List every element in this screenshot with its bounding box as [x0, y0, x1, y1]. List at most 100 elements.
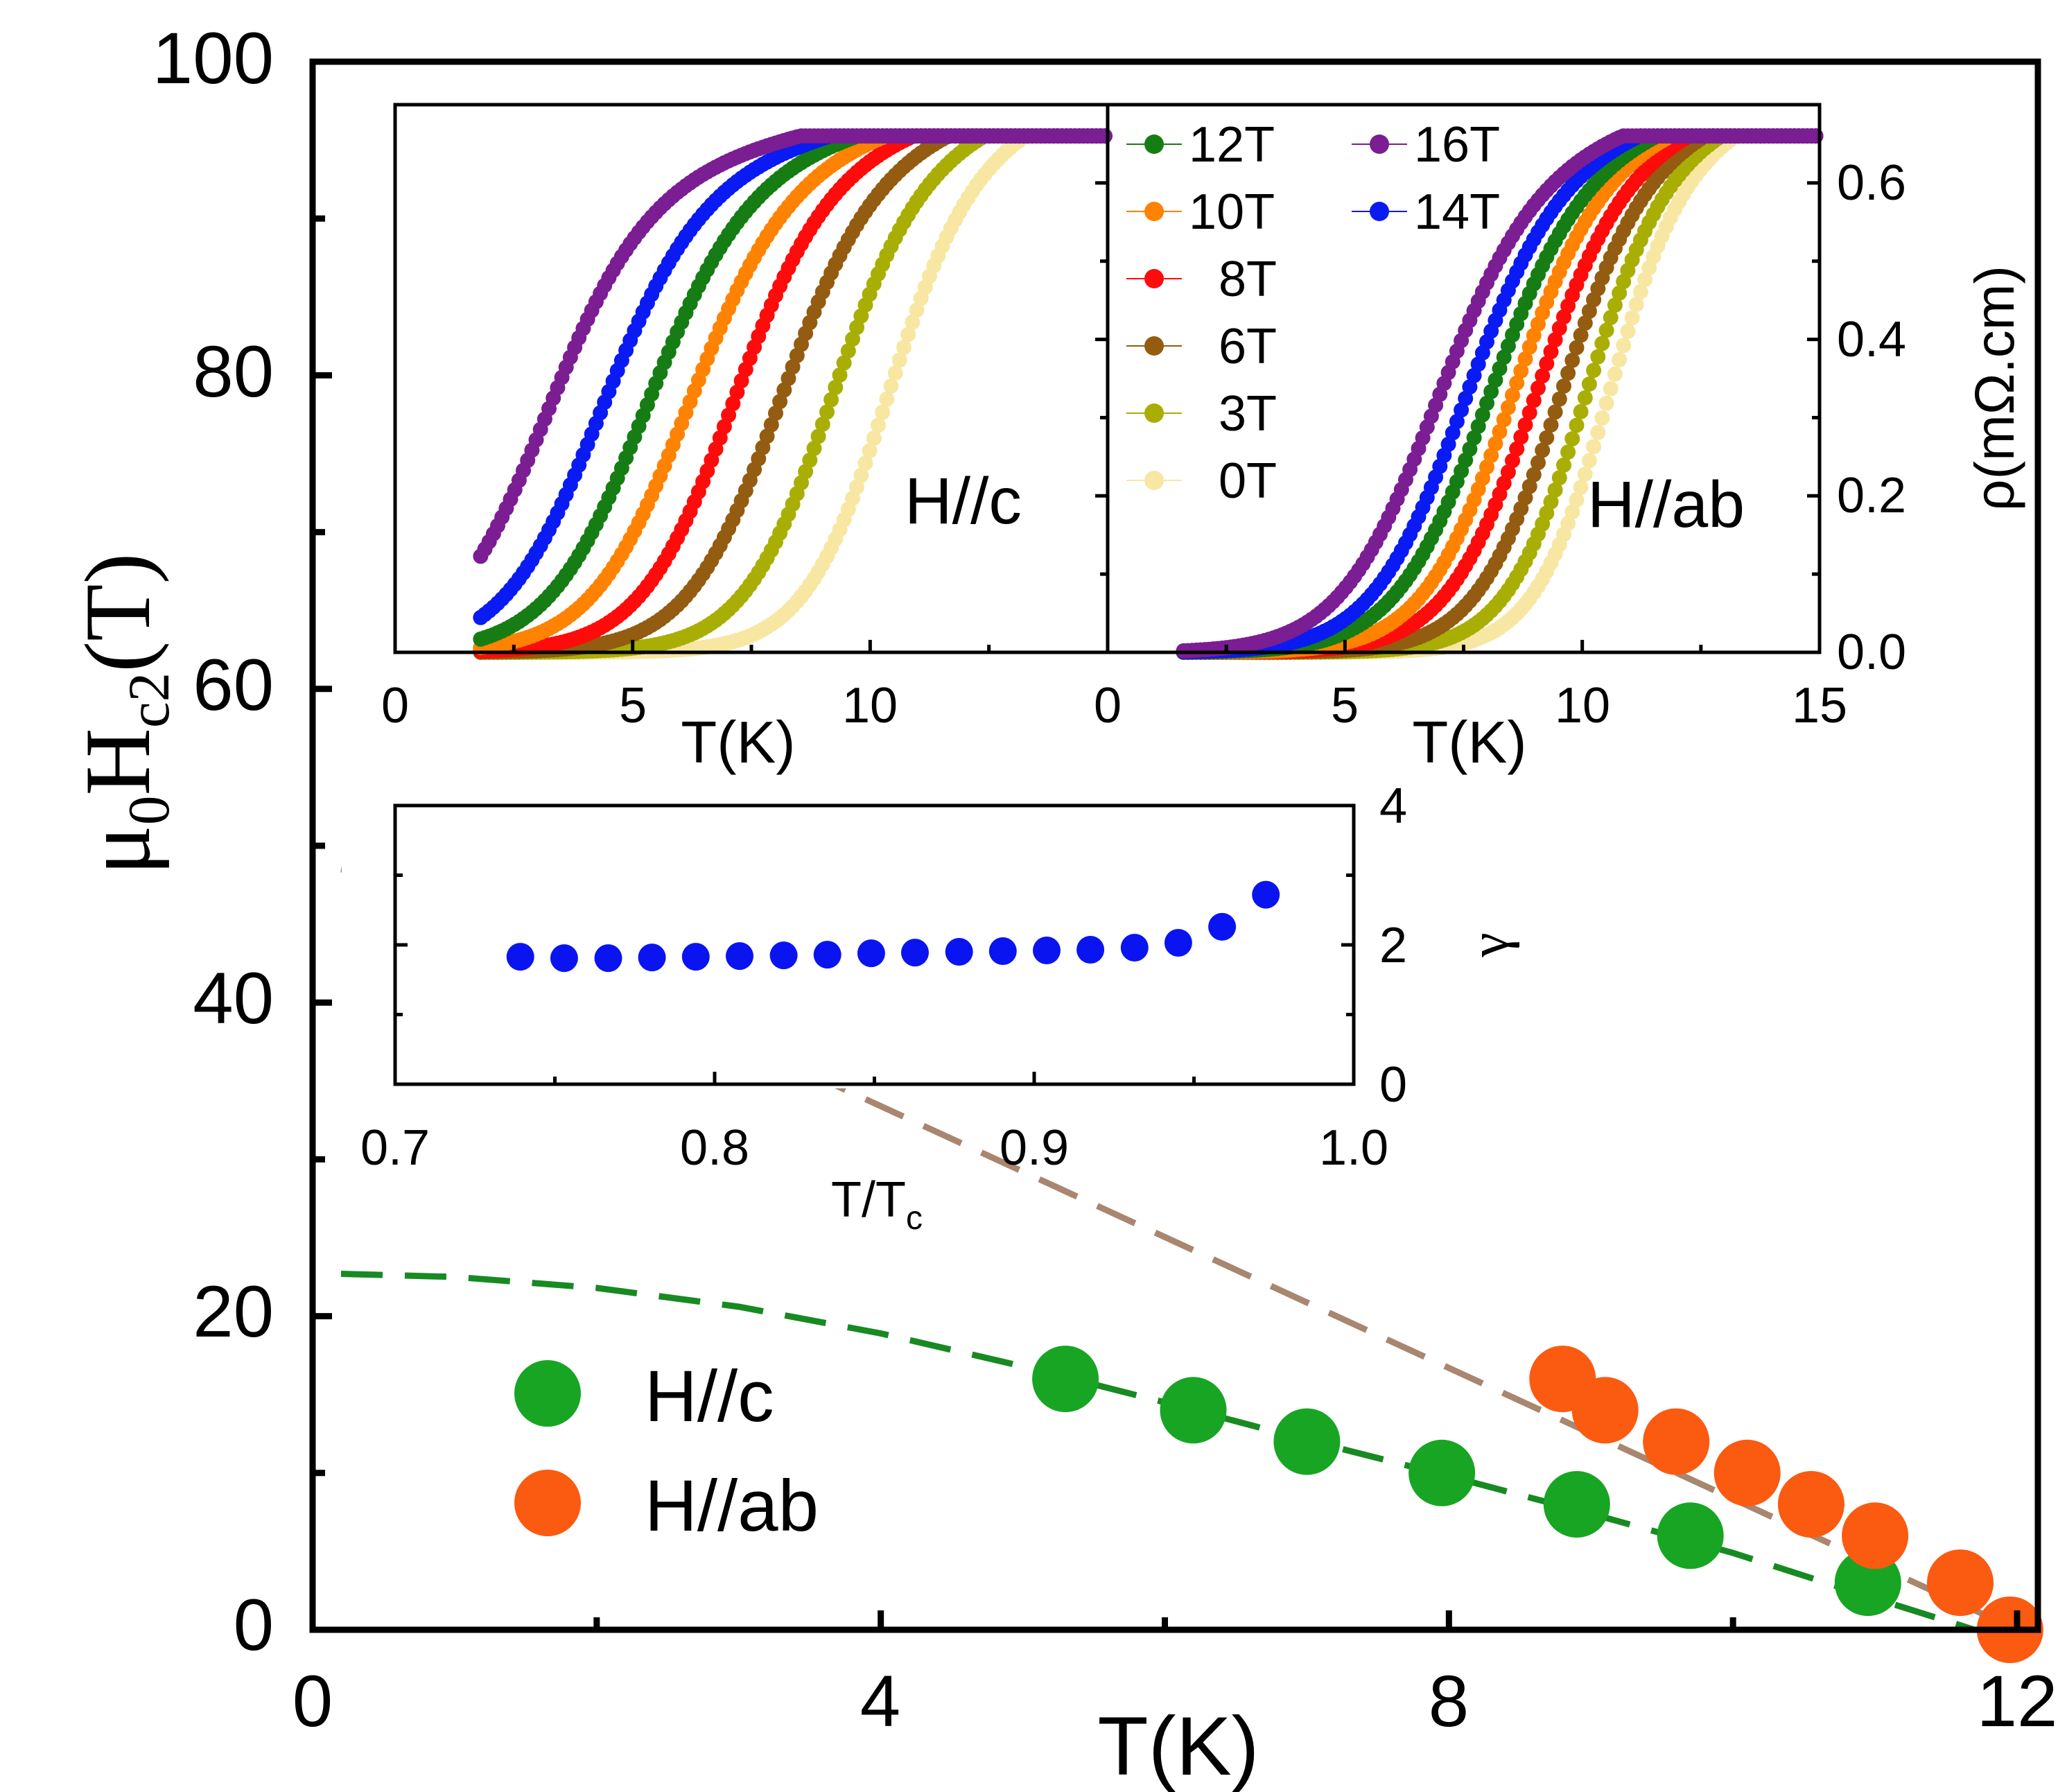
rho-point: [1569, 417, 1585, 433]
rho-point: [1594, 336, 1610, 351]
legend-entry: 14T: [1352, 184, 1500, 240]
gamma-point: [813, 941, 841, 969]
rho-point: [1569, 492, 1585, 508]
legend-marker-hab: [514, 1470, 581, 1536]
rho-ytick-label: 0.2: [1837, 468, 1906, 523]
rho-point: [845, 331, 860, 347]
rho-point: [776, 382, 792, 398]
rho-point: [896, 339, 912, 355]
rho-point: [1505, 453, 1520, 469]
gamma-point: [550, 944, 578, 973]
data-point: [1777, 1471, 1844, 1538]
main-x-axis-label: T(K): [1097, 1700, 1259, 1792]
rho-point: [729, 384, 745, 400]
main-ytick-label: 60: [193, 645, 274, 726]
rho-point: [1628, 297, 1644, 313]
rho-point: [768, 406, 783, 421]
rho-point: [1488, 436, 1503, 452]
rho-point: [1530, 455, 1546, 471]
rho-point: [1551, 391, 1567, 407]
main-chart: 0 20 40 60 80 100 0 4 8 12 T(K) μ0Hc2(T)…: [67, 18, 2057, 1792]
rho-point: [823, 392, 839, 408]
rho-point: [1513, 429, 1529, 445]
rho-point: [1577, 390, 1593, 406]
legend-entry: 16T: [1352, 117, 1500, 173]
sub-zero: 0: [116, 796, 182, 826]
gamma-data-points: [506, 880, 1280, 973]
rho-point: [1590, 349, 1606, 365]
rho-point: [819, 404, 835, 420]
main-y-axis-label: μ0Hc2(T): [67, 553, 182, 875]
rho-ytick-label: 0.6: [1837, 155, 1906, 211]
rho-point: [1581, 376, 1597, 392]
rho-point: [1539, 430, 1555, 446]
rho-point: [802, 452, 818, 468]
gamma-ticks: [393, 803, 1356, 1086]
rho-point: [1556, 379, 1571, 394]
rho-point: [798, 464, 814, 480]
gamma-point: [1208, 912, 1237, 941]
rho-point: [828, 379, 844, 395]
rho-point: [900, 327, 916, 342]
mu-symbol: μ: [67, 825, 170, 875]
rho-point: [1458, 390, 1474, 406]
gamma-point: [594, 944, 622, 973]
rho-ticks: [393, 103, 1822, 654]
rho-point: [862, 443, 878, 459]
rho-point: [1530, 380, 1546, 396]
rho-point: [1560, 365, 1576, 381]
rho-hab-xtick-label: 0: [1094, 678, 1122, 733]
data-point: [1571, 1377, 1639, 1444]
sub-c2: c2: [116, 672, 182, 728]
rho-point: [1543, 344, 1559, 360]
legend-label: 8T: [1219, 252, 1277, 307]
rho-legend: 12T 10T 8T 6T 3T 0T 16T 14T: [1126, 117, 1500, 509]
rho-point: [772, 394, 788, 410]
rho-point: [1488, 372, 1503, 388]
legend-label-hab: H//ab: [645, 1465, 819, 1547]
rho-point: [1564, 352, 1580, 368]
legend-label: 14T: [1414, 184, 1500, 240]
rho-point: [1598, 322, 1614, 338]
rho-point: [1517, 417, 1533, 433]
rho-point: [1581, 453, 1597, 469]
rho-point: [806, 440, 822, 456]
rho-point: [1603, 310, 1619, 326]
gamma-point: [1164, 929, 1192, 957]
rho-point: [905, 314, 921, 330]
rho-point: [763, 417, 779, 433]
rho-point: [1577, 467, 1593, 482]
rho-point: [883, 378, 899, 394]
rho-point: [1637, 272, 1652, 288]
rho-point: [759, 428, 775, 444]
rho-point: [1547, 404, 1563, 420]
rho-point: [1479, 459, 1494, 475]
gamma-point: [988, 937, 1017, 965]
rho-point: [853, 467, 869, 483]
rho-point: [1513, 363, 1529, 379]
rho-point: [909, 302, 925, 318]
data-point: [1643, 1408, 1710, 1475]
rho-point: [1560, 516, 1576, 532]
rho-point: [832, 367, 848, 383]
rho-point: [1594, 410, 1610, 426]
rho-point: [1573, 479, 1589, 495]
rho-point: [1590, 424, 1606, 440]
rho-point: [1470, 419, 1486, 434]
gamma-ytick-label: 4: [1379, 778, 1407, 834]
data-point: [1408, 1439, 1476, 1506]
rho-point: [840, 343, 856, 359]
gamma-inset: 0.7 0.8 0.9 1.0 T/Tc 0 2 4 γ: [342, 778, 1520, 1237]
h-symbol: H: [67, 728, 170, 796]
gamma-x-axis-label: T/Tc: [831, 1172, 923, 1237]
rho-point: [1474, 407, 1490, 423]
rho-point: [1569, 340, 1585, 356]
gamma-ytick-label: 0: [1379, 1057, 1407, 1113]
rho-hc-xtick-label: 5: [619, 678, 647, 733]
rho-point: [871, 417, 886, 433]
gamma-point: [1120, 934, 1149, 962]
gamma-xtick-label: 1.0: [1319, 1120, 1388, 1176]
rho-point: [1603, 381, 1619, 397]
rho-point: [1535, 442, 1551, 458]
main-data-points: [1032, 1346, 2043, 1663]
